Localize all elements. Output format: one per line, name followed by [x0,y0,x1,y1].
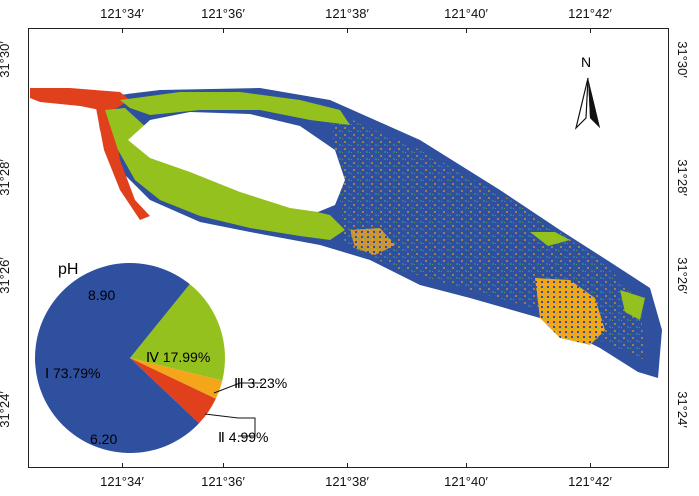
pie-chart [34,263,225,454]
tick-top-5 [590,28,591,33]
pie-slice-class3 [130,358,223,399]
pie-label-class1: Ⅰ 73.79% [45,365,101,381]
pie-bottom-value: 6.20 [90,431,117,447]
legend-title: pH [58,261,78,278]
pie-top-value: 8.90 [88,287,115,303]
north-label: N [581,54,591,70]
leader-line-class3 [213,382,262,394]
top-lon-label-5: 121°42′ [568,6,612,21]
tick-top-1 [122,28,123,33]
top-lon-label-1: 121°34′ [100,6,144,21]
tick-bot-1 [122,463,123,468]
green-region-east [620,290,645,320]
north-arrow [574,77,600,130]
lake [128,112,345,212]
bottom-lon-label-4: 121°40′ [444,474,488,489]
top-lon-label-4: 121°40′ [444,6,488,21]
tick-bot-2 [223,463,224,468]
west-tip-red-region [30,88,130,112]
top-lon-label-3: 121°38′ [325,6,369,21]
green-region-north [120,92,350,125]
pie-label-class3: Ⅲ 3.23% [234,375,287,391]
pie-label-class4: Ⅳ 17.99% [146,349,210,365]
tick-top-4 [466,28,467,33]
leader-line-class2 [204,413,256,437]
tick-top-2 [223,28,224,33]
tick-top-3 [347,28,348,33]
orange-patch-middle [350,228,395,255]
pie-slice-class4 [130,284,225,381]
pie-slice-class1 [34,263,200,454]
tick-bot-5 [590,463,591,468]
top-lon-label-2: 121°36′ [201,6,245,21]
bottom-lon-label-3: 121°38′ [325,474,369,489]
bottom-lon-label-1: 121°34′ [100,474,144,489]
bottom-lon-label-2: 121°36′ [201,474,245,489]
pie-slice-class2 [130,358,216,424]
pie-label-class2: Ⅱ 4.99% [218,429,268,445]
bottom-lon-label-5: 121°42′ [568,474,612,489]
tick-bot-4 [466,463,467,468]
green-region-south [530,232,570,246]
orange-patch-east [535,278,605,345]
west-tip-red-region-2 [96,108,150,220]
tick-bot-3 [347,463,348,468]
